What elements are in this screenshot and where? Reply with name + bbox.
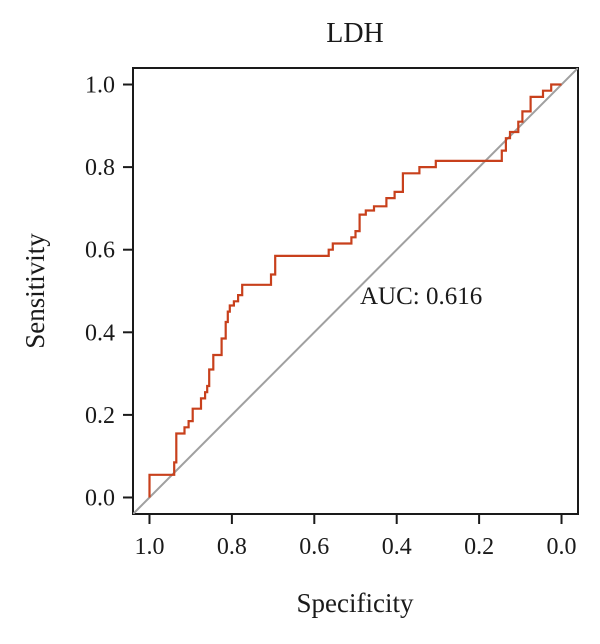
x-tick-label: 0.0	[547, 534, 577, 560]
y-tick-label: 0.2	[85, 403, 115, 429]
y-tick-label: 0.4	[85, 320, 115, 346]
x-tick-label: 0.2	[464, 534, 494, 560]
x-tick-label: 0.6	[299, 534, 329, 560]
y-tick-label: 1.0	[85, 73, 115, 99]
y-tick-label: 0.0	[85, 485, 115, 511]
plot-frame	[132, 67, 579, 515]
x-tick-label: 0.4	[382, 534, 412, 560]
x-tick-label: 1.0	[134, 534, 164, 560]
y-axis-label: Sensitivity	[20, 233, 50, 349]
y-tick-label: 0.6	[85, 238, 115, 264]
x-tick-label: 0.8	[217, 534, 247, 560]
auc-annotation: AUC: 0.616	[360, 283, 482, 310]
roc-curve	[148, 83, 562, 498]
reference-diagonal	[133, 68, 578, 514]
chart-title: LDH	[326, 18, 384, 49]
plot-area: 1.0 0.8 0.6 0.4 0.2 0.0 0.0 0.2 0.4 0.6 0.8 1.0	[85, 67, 579, 560]
x-axis-label: Specificity	[297, 588, 414, 618]
y-tick-label: 0.8	[85, 155, 115, 181]
